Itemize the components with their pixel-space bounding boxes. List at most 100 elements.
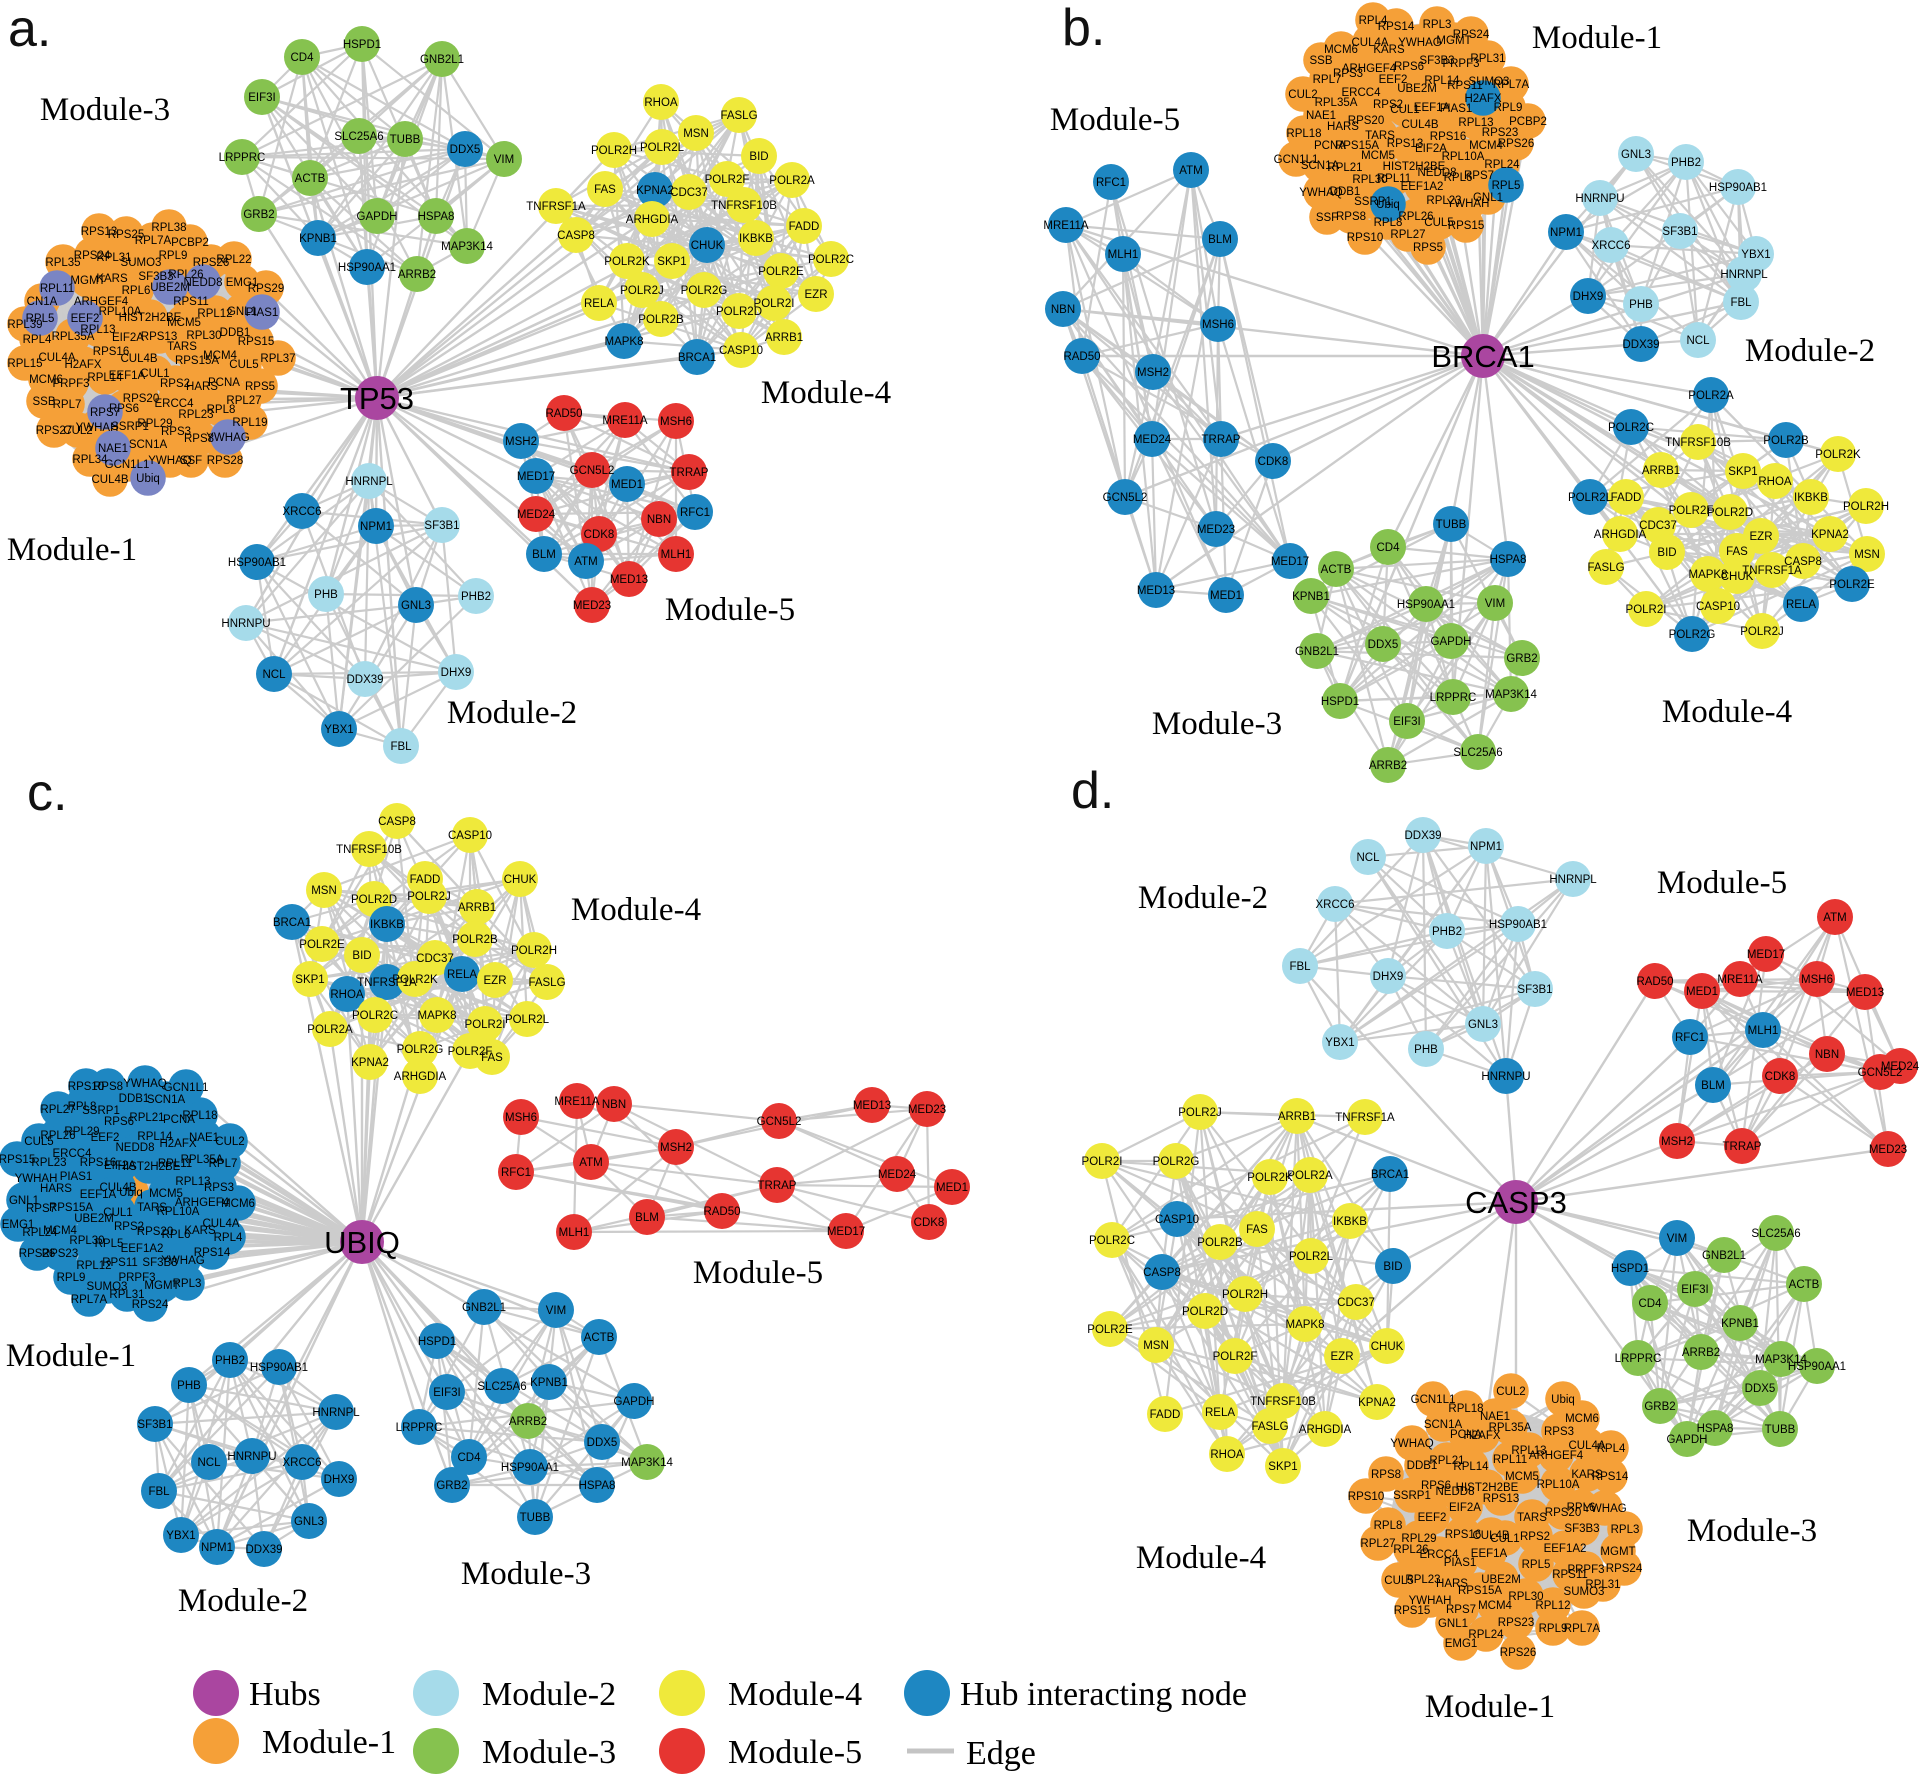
svg-text:MLH1: MLH1 [1748,1025,1779,1037]
svg-text:CUL4B: CUL4B [1401,119,1438,131]
svg-text:RHOA: RHOA [1210,1449,1244,1461]
svg-text:IKBKB: IKBKB [370,919,404,931]
svg-text:TNFRSF10B: TNFRSF10B [336,844,402,856]
svg-text:VIM: VIM [494,154,514,166]
svg-text:IKBKB: IKBKB [739,233,773,245]
svg-text:CD4: CD4 [290,52,314,64]
svg-text:MAPK8: MAPK8 [418,1010,457,1022]
svg-text:POLR2K: POLR2K [392,974,438,986]
svg-text:RPL12: RPL12 [1535,1600,1570,1612]
svg-text:FBL: FBL [1289,961,1311,973]
svg-text:RPL23: RPL23 [31,1157,66,1169]
svg-text:KPNA2: KPNA2 [636,185,674,197]
svg-text:SCN1A: SCN1A [147,1094,186,1106]
svg-text:NCL: NCL [197,1457,221,1469]
svg-text:SSB: SSB [32,396,55,408]
svg-text:FAS: FAS [1246,1224,1268,1236]
svg-text:YBX1: YBX1 [1741,249,1770,261]
svg-text:EEF1A2: EEF1A2 [1544,1543,1587,1555]
svg-text:POLR2E: POLR2E [1829,579,1875,591]
svg-text:TUBB: TUBB [520,1512,551,1524]
svg-text:MCM6: MCM6 [29,374,63,386]
svg-text:HSP90AA1: HSP90AA1 [1788,1361,1846,1373]
svg-text:MAP3K14: MAP3K14 [621,1457,673,1469]
svg-text:ATM: ATM [579,1157,602,1169]
svg-text:GRB2: GRB2 [1506,653,1537,665]
svg-text:HSP90AA1: HSP90AA1 [338,262,396,274]
svg-text:RPL31: RPL31 [1585,1579,1620,1591]
svg-text:DDX39: DDX39 [245,1544,282,1556]
svg-text:H2AFX: H2AFX [1464,93,1501,105]
svg-text:RPS26: RPS26 [19,1248,55,1260]
svg-text:TP53: TP53 [340,381,414,416]
svg-text:RPS29: RPS29 [248,283,284,295]
svg-text:RPL21: RPL21 [129,1112,164,1124]
svg-text:POLR2I: POLR2I [1626,604,1667,616]
svg-text:DDX39: DDX39 [1622,339,1659,351]
svg-text:RAD50: RAD50 [703,1206,740,1218]
svg-text:MRE11A: MRE11A [554,1096,599,1108]
svg-text:RAD50: RAD50 [545,408,582,420]
svg-text:TRRAP: TRRAP [1723,1141,1762,1153]
svg-text:BID: BID [352,950,371,962]
svg-text:RPL8: RPL8 [1374,1520,1403,1532]
svg-text:NPM1: NPM1 [1550,227,1582,239]
svg-text:SKP1: SKP1 [657,256,686,268]
svg-text:RPS26: RPS26 [1500,1647,1536,1659]
svg-text:LRPPRC: LRPPRC [1615,1353,1662,1365]
svg-text:UBE2M: UBE2M [74,1213,114,1225]
svg-text:NAE1: NAE1 [1480,1411,1510,1423]
svg-text:POLR2L: POLR2L [1289,1251,1334,1263]
svg-text:POLR2A: POLR2A [1287,1170,1333,1182]
svg-text:NPM1: NPM1 [201,1542,233,1554]
svg-text:Module-5: Module-5 [728,1734,862,1771]
svg-text:MCM6: MCM6 [221,1198,255,1210]
svg-text:RPL4: RPL4 [214,1232,243,1244]
svg-text:POLR2G: POLR2G [1153,1156,1200,1168]
svg-text:FAS: FAS [594,184,616,196]
svg-text:RPS15: RPS15 [1394,1605,1430,1617]
svg-text:b.: b. [1062,0,1105,57]
svg-text:YWHAH: YWHAH [15,1173,58,1185]
svg-text:RPS5: RPS5 [1413,242,1443,254]
svg-text:RPS14: RPS14 [194,1247,231,1259]
svg-text:POLR2G: POLR2G [397,1044,444,1056]
svg-text:TRRAP: TRRAP [1202,434,1241,446]
svg-text:PCNA: PCNA [1314,140,1346,152]
svg-text:CASP10: CASP10 [719,345,763,357]
svg-text:VIM: VIM [1667,1233,1687,1245]
svg-text:ACTB: ACTB [1789,1279,1820,1291]
svg-text:RPL5: RPL5 [1522,1559,1551,1571]
svg-text:POLR2C: POLR2C [1089,1235,1135,1247]
svg-text:EEF1A: EEF1A [80,1189,117,1201]
svg-text:RPS7: RPS7 [1464,170,1494,182]
svg-text:RFC1: RFC1 [501,1167,531,1179]
svg-text:YWHAG: YWHAG [1398,37,1442,49]
svg-text:HARS: HARS [1436,1578,1468,1590]
svg-text:Module-1: Module-1 [6,1338,136,1374]
svg-text:CHUK: CHUK [1371,1341,1404,1353]
svg-text:RFC1: RFC1 [680,507,710,519]
svg-text:RPL7A: RPL7A [71,1294,108,1306]
svg-text:RPS23: RPS23 [1498,1617,1534,1629]
svg-text:HSPA8: HSPA8 [579,1480,616,1492]
svg-text:SF3B1: SF3B1 [424,520,459,532]
svg-text:Module-1: Module-1 [1532,20,1662,56]
svg-text:RPL7: RPL7 [1313,74,1342,86]
svg-text:MED17: MED17 [1747,949,1785,961]
svg-text:RPS10: RPS10 [1347,232,1383,244]
svg-text:ATM: ATM [574,556,597,568]
svg-text:DDX5: DDX5 [587,1437,618,1449]
svg-text:Module-1: Module-1 [262,1724,396,1761]
svg-text:RPS13: RPS13 [1483,1493,1519,1505]
svg-text:POLR2F: POLR2F [705,174,750,186]
svg-text:RPL10A: RPL10A [1442,151,1485,163]
svg-text:POLR2H: POLR2H [1222,1289,1268,1301]
svg-text:GNL1: GNL1 [9,1195,39,1207]
svg-text:EIF3I: EIF3I [1681,1284,1708,1296]
svg-text:RELA: RELA [1205,1407,1235,1419]
svg-text:ACTB: ACTB [295,173,326,185]
svg-text:CASP8: CASP8 [557,230,595,242]
svg-text:POLR2C: POLR2C [352,1010,398,1022]
svg-text:KPNB1: KPNB1 [1721,1318,1759,1330]
